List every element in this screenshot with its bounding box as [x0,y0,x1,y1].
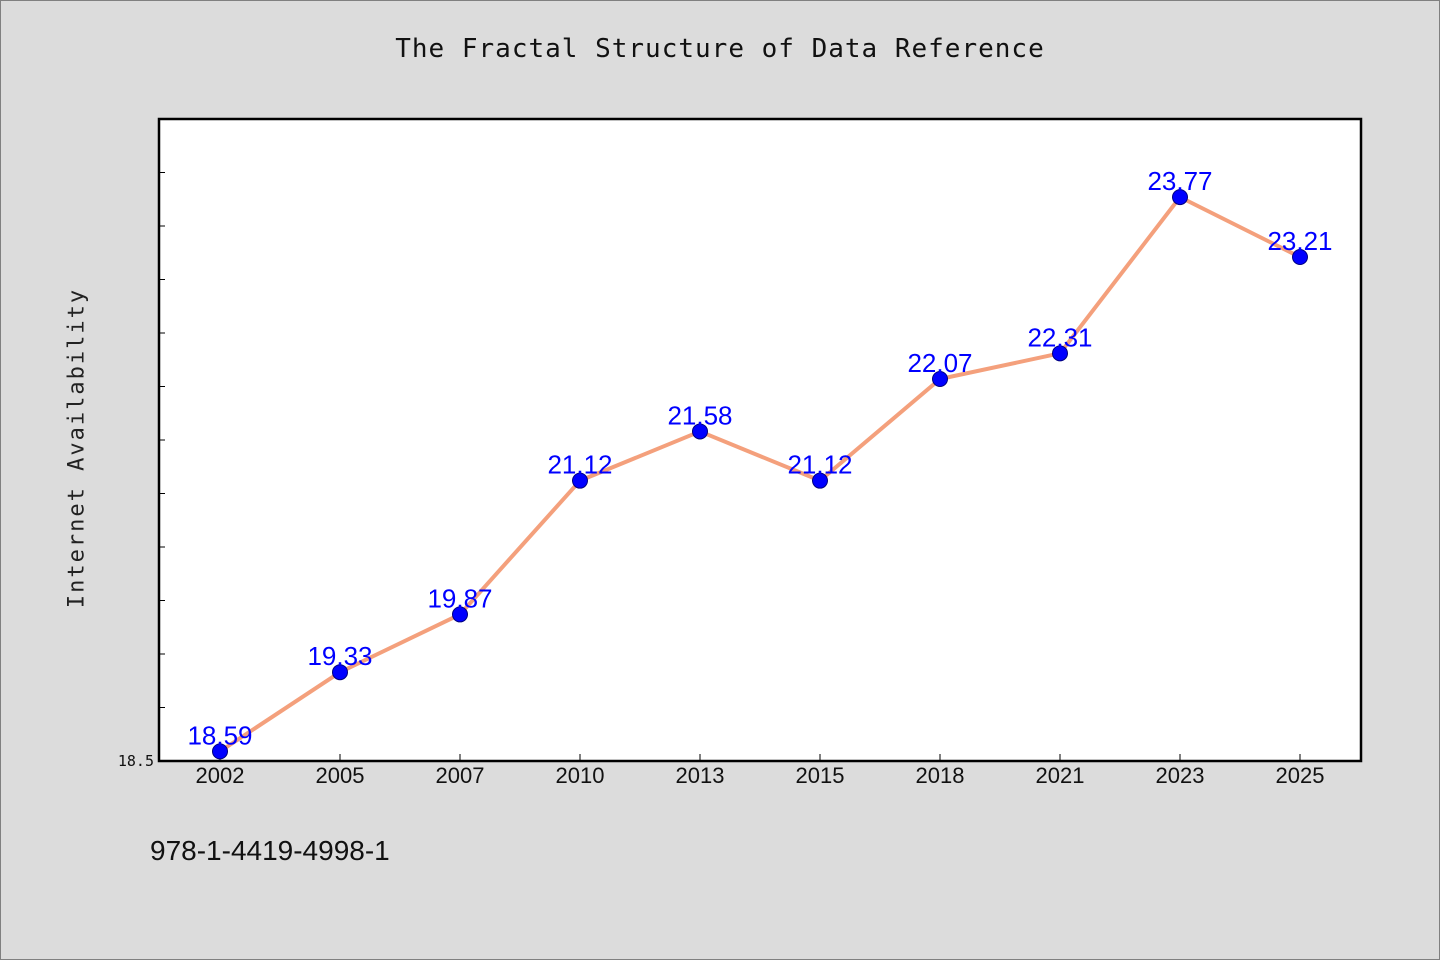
data-point [332,664,348,681]
data-point [1292,249,1308,266]
data-label: 18.59 [187,720,252,750]
x-tick-label: 2021 [1036,763,1085,788]
plot-border [157,117,1363,763]
x-tick-label: 2015 [796,763,845,788]
x-tick-label: 2023 [1156,763,1205,788]
data-label: 19.87 [427,583,492,613]
data-label: 23.21 [1267,226,1332,256]
x-tick-label: 2018 [916,763,965,788]
y-tick-label: 18.5 [118,752,154,770]
x-tick-label: 2010 [556,763,605,788]
data-label: 19.33 [307,641,372,671]
data-point [212,743,228,760]
x-tick-label: 2005 [316,763,365,788]
x-tick-label: 2025 [1276,763,1325,788]
data-label: 22.31 [1027,322,1092,352]
x-tick-label: 2013 [676,763,725,788]
chart-title: The Fractal Structure of Data Reference [395,34,1045,64]
data-label: 21.12 [787,450,852,480]
data-point [452,606,468,623]
data-label: 21.12 [547,450,612,480]
data-point [692,423,708,440]
isbn-text: 978-1-4419-4998-1 [150,835,390,866]
data-point [1172,189,1188,206]
data-point [572,472,588,489]
x-tick-label: 2007 [436,763,485,788]
data-point [812,472,828,489]
data-point [932,371,948,388]
plot-area [159,119,1361,761]
data-point [1052,345,1068,362]
x-tick-label: 2002 [196,763,245,788]
series-line [218,195,1302,754]
data-label: 21.58 [667,400,732,430]
data-label: 22.07 [907,348,972,378]
data-label: 23.77 [1147,166,1212,196]
